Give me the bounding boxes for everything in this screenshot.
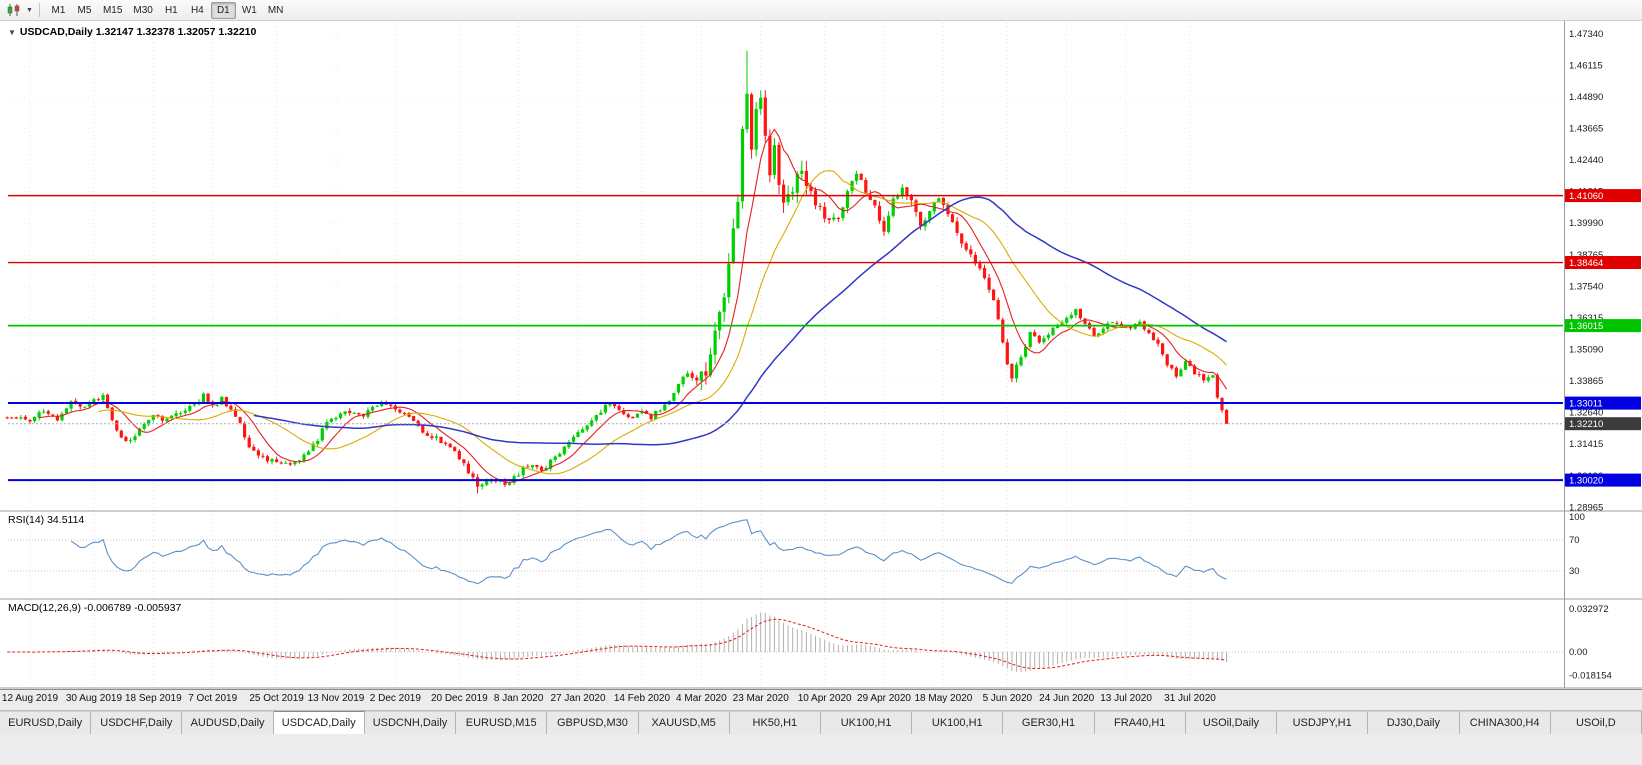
svg-text:1.44890: 1.44890 (1569, 92, 1603, 103)
timeframe-button-m15[interactable]: M15 (102, 4, 123, 16)
svg-text:1.36015: 1.36015 (1569, 321, 1603, 332)
price-axis[interactable]: 1.473401.461151.448901.436651.424401.412… (1564, 21, 1612, 688)
candlestick-chart-icon[interactable] (3, 2, 25, 18)
date-label: 13 Nov 2019 (307, 693, 365, 704)
chart-tab-ger30-h1[interactable]: GER30,H1 (1003, 711, 1095, 734)
svg-text:1.42440: 1.42440 (1569, 155, 1603, 166)
svg-text:1.47340: 1.47340 (1569, 29, 1603, 40)
chart-tab-uk100-h1[interactable]: UK100,H1 (820, 711, 913, 734)
date-label: 4 Mar 2020 (676, 693, 727, 704)
svg-text:1.33011: 1.33011 (1569, 399, 1603, 410)
chart-window[interactable]: 1.473401.461151.448901.436651.424401.412… (0, 21, 1642, 689)
chart-tab-eurusd-m15[interactable]: EURUSD,M15 (456, 711, 548, 734)
svg-text:1.38765: 1.38765 (1569, 250, 1603, 261)
chart-tab-usdchf-daily[interactable]: USDCHF,Daily (91, 711, 183, 734)
timeframe-button-m5[interactable]: M5 (77, 4, 92, 16)
timeframe-button-m30[interactable]: M30 (133, 4, 153, 16)
date-label: 23 Mar 2020 (732, 693, 789, 704)
chart-tab-audusd-daily[interactable]: AUDUSD,Daily (182, 711, 274, 734)
date-label: 27 Jan 2020 (550, 693, 606, 704)
status-strip (0, 734, 1642, 765)
date-label: 7 Oct 2019 (188, 693, 238, 704)
price-tag: 1.38464 (1565, 256, 1641, 269)
timeframe-button-w1[interactable]: W1 (241, 4, 257, 16)
date-label: 20 Dec 2019 (430, 693, 488, 704)
svg-text:1.46115: 1.46115 (1569, 60, 1603, 71)
timeframe-button-mn[interactable]: MN (267, 4, 284, 16)
svg-text:1.32210: 1.32210 (1569, 419, 1603, 430)
svg-text:1.32640: 1.32640 (1569, 408, 1603, 419)
chart-tab-usoil-d[interactable]: USOil,D (1550, 711, 1642, 734)
timeframe-button-m1[interactable]: M1 (51, 4, 66, 16)
svg-text:1.41060: 1.41060 (1569, 191, 1603, 202)
price-tag: 1.36015 (1565, 319, 1641, 333)
macd-histogram (11, 612, 1228, 672)
date-label: 31 Jul 2020 (1164, 693, 1216, 704)
macd-signal-line (7, 618, 1227, 669)
svg-text:1.38464: 1.38464 (1569, 258, 1603, 269)
date-label: 29 Apr 2020 (857, 693, 911, 704)
chart-tab-eurusd-daily[interactable]: EURUSD,Daily (0, 711, 92, 734)
date-label: 30 Aug 2019 (65, 693, 123, 704)
timeframe-button-h1[interactable]: H1 (164, 4, 178, 16)
moving-average-21 (98, 170, 1227, 475)
date-label: 2 Dec 2019 (369, 693, 421, 704)
date-label: 18 May 2020 (914, 693, 973, 704)
chart-tab-usdjpy-h1[interactable]: USDJPY,H1 (1277, 711, 1369, 734)
date-label: 8 Jan 2020 (493, 693, 544, 704)
date-label: 13 Jul 2020 (1100, 693, 1152, 704)
toolbar-separator (38, 3, 40, 17)
price-tag: 1.33011 (1565, 396, 1641, 410)
timeframe-button-d1[interactable]: D1 (210, 1, 236, 19)
price-tag: 1.30020 (1565, 473, 1641, 487)
chart-tab-china300-h4[interactable]: CHINA300,H4 (1459, 711, 1551, 734)
date-label: 24 Jun 2020 (1039, 693, 1095, 704)
date-label: 10 Apr 2020 (797, 693, 852, 704)
rsi-line (70, 519, 1227, 585)
date-label: 12 Aug 2019 (1, 693, 59, 704)
svg-text:0.032972: 0.032972 (1569, 604, 1609, 615)
chart-tab-fra40-h1[interactable]: FRA40,H1 (1094, 711, 1186, 734)
grid (8, 23, 1563, 688)
chart-tab-usdcad-daily[interactable]: USDCAD,Daily (273, 711, 365, 734)
chevron-down-icon[interactable]: ▼ (26, 6, 33, 14)
svg-text:1.33865: 1.33865 (1569, 376, 1603, 387)
chart-tab-hk50-h1[interactable]: HK50,H1 (729, 711, 821, 734)
timeframe-button-h4[interactable]: H4 (190, 4, 204, 16)
chart-tab-usoil-daily[interactable]: USOil,Daily (1185, 711, 1278, 734)
date-label: 25 Oct 2019 (249, 693, 304, 704)
chart-tab-dj30-daily[interactable]: DJ30,Daily (1368, 711, 1460, 734)
candles (5, 50, 1229, 494)
chart-tab-uk100-h1[interactable]: UK100,H1 (912, 711, 1004, 734)
price-chart-canvas[interactable]: 1.473401.461151.448901.436651.424401.412… (0, 21, 1642, 689)
top-toolbar: ▼ M1 M5 M15 M30 H1 H4 D1 W1 MN (0, 0, 1642, 21)
svg-text:-0.018154: -0.018154 (1569, 671, 1612, 682)
svg-text:1.31415: 1.31415 (1569, 439, 1603, 450)
chart-tab-xauusd-m5[interactable]: XAUUSD,M5 (638, 711, 730, 734)
time-axis[interactable]: 12 Aug 2019 30 Aug 2019 18 Sep 2019 7 Oct 2… (0, 689, 1642, 709)
svg-text:1.30020: 1.30020 (1569, 476, 1603, 487)
svg-text:1.35090: 1.35090 (1569, 345, 1603, 356)
date-label: 5 Jun 2020 (982, 693, 1033, 704)
moving-average-55 (253, 196, 1227, 446)
date-label: 18 Sep 2019 (124, 693, 182, 704)
price-tag: 1.32210 (1565, 417, 1641, 431)
chart-tab-bar: EURUSD,Daily USDCHF,Daily AUDUSD,Daily USDC… (0, 710, 1642, 734)
svg-text:100: 100 (1569, 512, 1585, 523)
svg-text:70: 70 (1569, 535, 1580, 546)
svg-text:1.39990: 1.39990 (1569, 218, 1603, 229)
chart-tab-usdcnh-daily[interactable]: USDCNH,Daily (364, 711, 457, 734)
date-label: 14 Feb 2020 (613, 693, 671, 704)
level-lines[interactable] (8, 194, 1563, 482)
timeframe-button-group: M1 M5 M15 M30 H1 H4 D1 W1 MN (46, 1, 288, 19)
price-tag: 1.41060 (1565, 189, 1641, 203)
svg-text:1.43665: 1.43665 (1569, 124, 1603, 135)
svg-text:1.28965: 1.28965 (1569, 502, 1603, 513)
moving-average-8 (39, 128, 1228, 484)
chart-tab-gbpusd-m30[interactable]: GBPUSD,M30 (547, 711, 639, 734)
svg-text:30: 30 (1569, 566, 1580, 577)
svg-text:0.00: 0.00 (1569, 647, 1588, 658)
svg-text:1.37540: 1.37540 (1569, 281, 1603, 292)
svg-text:1.36315: 1.36315 (1569, 313, 1603, 324)
